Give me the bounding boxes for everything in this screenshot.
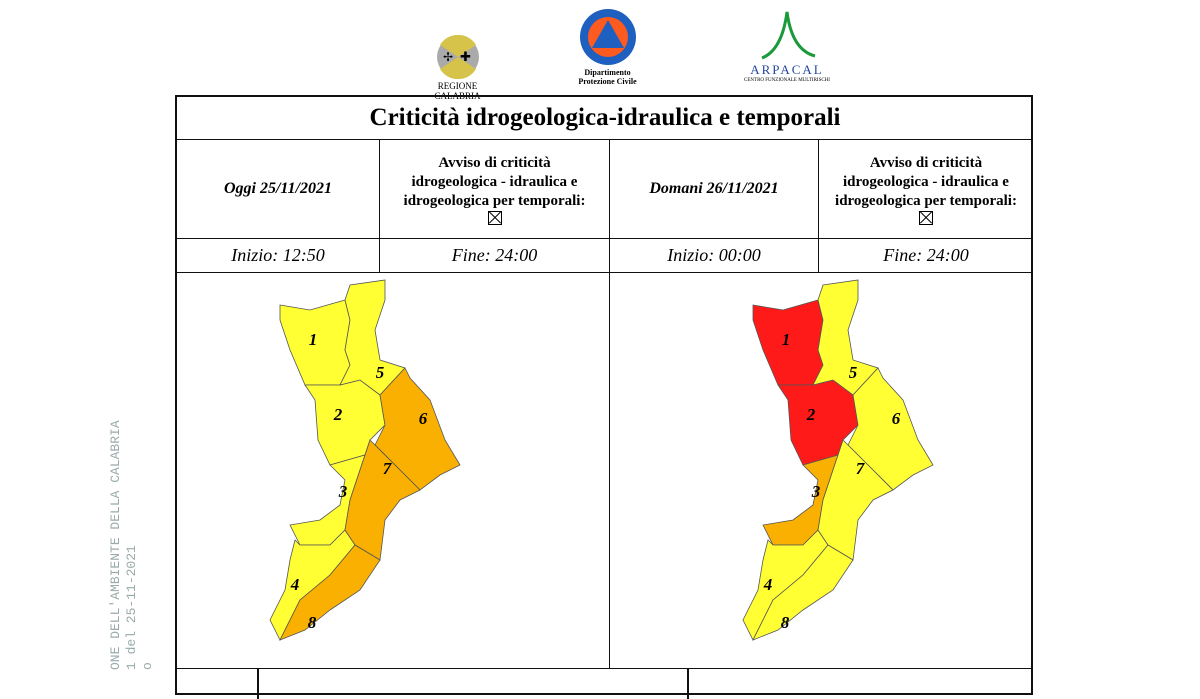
zone-label: 7 [383,459,393,478]
maps-layer: 1 2 3 4 5 6 7 8 1 2 3 4 5 6 7 8 [269,279,934,641]
tomorrow-date: Domani 26/11/2021 [610,140,819,239]
zone-8 [752,544,854,641]
zone-5 [812,279,879,396]
today-avviso: Avviso di criticità idrogeologica - idrau… [380,140,610,239]
protezione-civile-logo: Dipartimento Protezione Civile [570,8,645,86]
zone-label: 1 [782,330,791,349]
checkbox-icon [487,210,502,225]
zone-label: 6 [419,409,428,428]
zone-label: 4 [290,575,300,594]
zone-label: 2 [333,405,343,424]
zone-label: 1 [309,330,318,349]
zone-label: 8 [308,613,317,632]
zone-label: 6 [892,409,901,428]
today-start: Inizio: 12:50 [177,239,380,273]
zone-label: 4 [763,575,773,594]
zone-label: 7 [856,459,866,478]
tomorrow-end: Fine: 24:00 [819,239,1033,273]
zone-label: 2 [806,405,816,424]
svg-text:✚: ✚ [460,49,471,64]
checkbox-icon [919,210,933,225]
tomorrow-avviso: Avviso di criticità idrogeologica - idrau… [819,140,1033,239]
today-date: Oggi 25/11/2021 [177,140,380,239]
zone-5 [339,279,406,396]
zone-6 [374,367,461,491]
arpacal-logo: ARPACAL CENTRO FUNZIONALE MULTIRISCHI [722,10,852,83]
svg-text:✢: ✢ [443,50,453,64]
zone-label: 5 [849,363,858,382]
tomorrow-start: Inizio: 00:00 [610,239,819,273]
zone-label: 5 [376,363,385,382]
zone-8 [279,544,381,641]
today-end: Fine: 24:00 [380,239,610,273]
tomorrow-map-cell [610,273,1033,669]
zone-label: 8 [781,613,790,632]
today-map-cell [177,273,610,669]
zone-7 [817,439,894,561]
zone-label: 3 [338,482,348,501]
zone-7 [344,439,421,561]
page-title: Criticità idrogeologica-idraulica e temp… [177,97,1033,140]
tomorrow-map: 1 2 3 4 5 6 7 8 [742,279,934,641]
zone-label: 3 [811,482,821,501]
today-map: 1 2 3 4 5 6 7 8 [269,279,461,641]
zone-6 [847,367,934,491]
